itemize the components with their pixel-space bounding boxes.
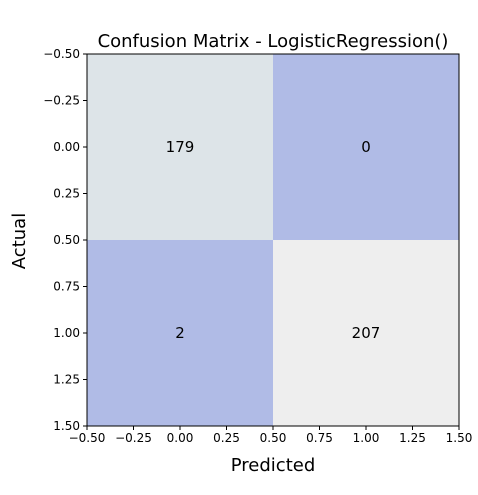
- y-axis-ticks: −0.50 −0.25 0.00 0.25 0.50 0.75 1.00 1.25 1.50: [43, 47, 87, 433]
- cell-value-label: 207: [352, 324, 381, 342]
- chart-title: Confusion Matrix - LogisticRegression(): [98, 31, 449, 52]
- x-axis-ticks: −0.50 −0.25 0.00 0.25 0.50 0.75 1.00 1.25 1.50: [69, 426, 473, 445]
- x-tick-label: 0.75: [306, 431, 333, 445]
- x-tick-label: 1.00: [353, 431, 380, 445]
- y-axis-label: Actual: [9, 213, 30, 269]
- heatmap-cell: [87, 54, 273, 240]
- y-tick-label: 0.00: [53, 140, 80, 154]
- heatmap-cell: [273, 240, 459, 426]
- y-tick-label: 0.50: [53, 233, 80, 247]
- x-tick-label: 0.25: [213, 431, 240, 445]
- heatmap-cell: [87, 240, 273, 426]
- x-axis-label: Predicted: [231, 455, 316, 476]
- y-tick-label: 1.25: [53, 373, 80, 387]
- x-tick-label: −0.25: [115, 431, 152, 445]
- x-tick-label: 0.50: [260, 431, 287, 445]
- y-tick-label: 1.50: [53, 419, 80, 433]
- y-tick-label: 0.75: [53, 280, 80, 294]
- cell-value-label: 0: [361, 138, 371, 156]
- x-tick-label: 1.50: [446, 431, 473, 445]
- x-tick-label: −0.50: [69, 431, 106, 445]
- y-tick-label: −0.50: [43, 47, 80, 61]
- y-tick-label: 1.00: [53, 326, 80, 340]
- x-tick-label: 0.00: [167, 431, 194, 445]
- y-tick-label: −0.25: [43, 94, 80, 108]
- cell-value-labels: 179 0 2 207: [166, 138, 381, 342]
- cell-value-label: 179: [166, 138, 195, 156]
- heatmap-cell: [273, 54, 459, 240]
- y-tick-label: 0.25: [53, 187, 80, 201]
- x-tick-label: 1.25: [399, 431, 426, 445]
- heatmap-cells: [87, 54, 459, 426]
- cell-value-label: 2: [175, 324, 185, 342]
